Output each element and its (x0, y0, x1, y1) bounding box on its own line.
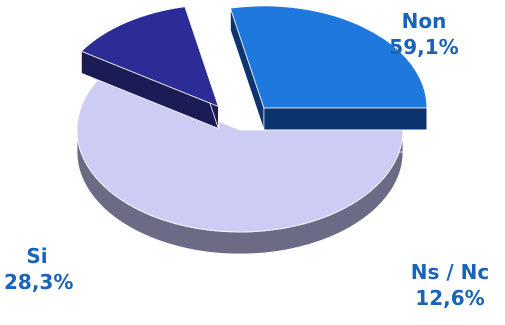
label-non-value: 59,1% (389, 35, 459, 59)
pie-slice-non (76, 74, 404, 255)
pie-slice-si-cut-wall-1 (263, 107, 428, 131)
pie-slice-non-top (76, 74, 404, 233)
label-si-value: 28,3% (4, 270, 74, 294)
label-ns-nc-value: 12,6% (415, 286, 485, 310)
pie-slice-ns-nc-top (81, 6, 219, 107)
label-non-name: Non (401, 9, 447, 33)
label-ns-nc-name: Ns / Nc (410, 260, 490, 284)
label-ns-nc: Ns / Nc 12,6% (400, 259, 500, 311)
pie-slice-si (230, 5, 428, 131)
label-si: Si 28,3% (4, 243, 74, 295)
pie-slice-ns-nc (81, 6, 219, 129)
pie-slice-si-top (230, 5, 428, 109)
label-si-name: Si (26, 244, 48, 268)
label-non: Non 59,1% (374, 8, 474, 60)
